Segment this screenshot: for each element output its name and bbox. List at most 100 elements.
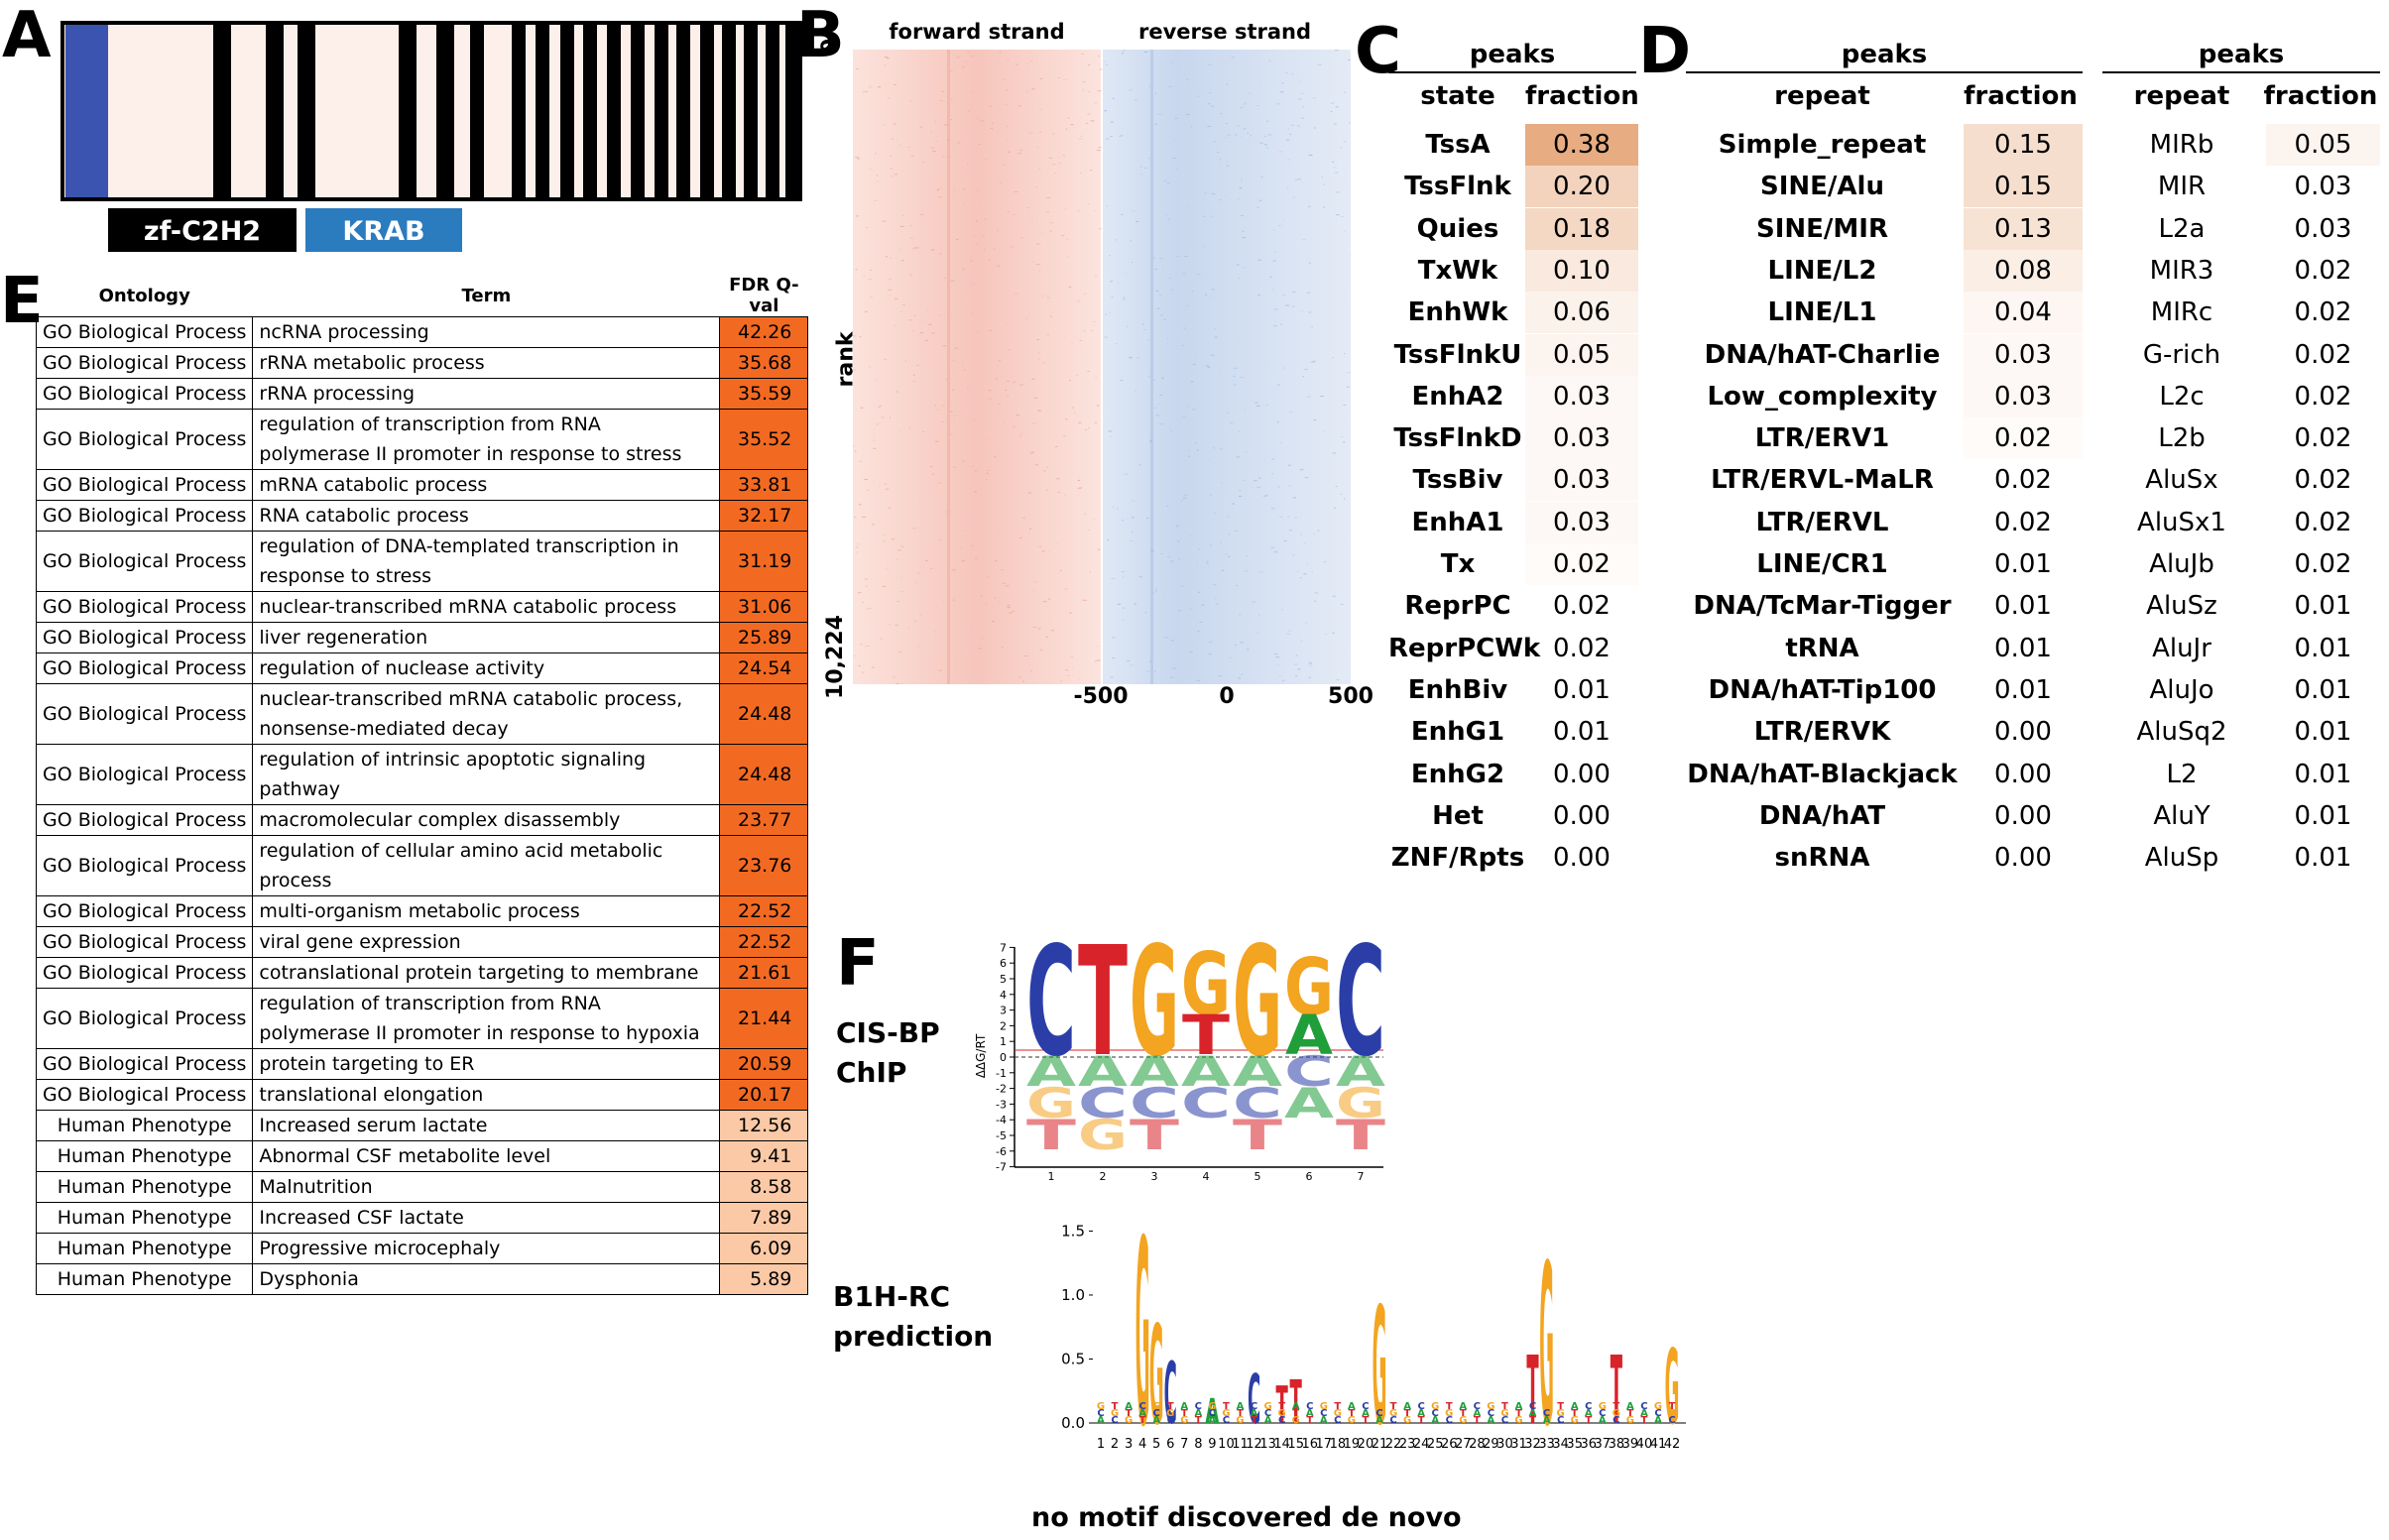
enrichment-row: GO Biological Process liver regeneration 2…: [35, 622, 809, 653]
heatmap-pixel: [1344, 91, 1347, 93]
fdr-cell: 35.59: [719, 378, 809, 410]
heatmap-pixel: [1145, 670, 1150, 672]
logo2-background-letter: T: [1626, 1408, 1633, 1419]
heatmap-pixel: [1188, 449, 1190, 451]
heatmap-pixel: [1275, 656, 1280, 658]
heatmap-pixel: [1098, 55, 1100, 57]
heatmap-pixel: [999, 360, 1001, 362]
heatmap-pixel: [1332, 632, 1335, 634]
logo2-letter: T: [1526, 1338, 1538, 1447]
logo2-background-letter: T: [1557, 1401, 1564, 1412]
logo2-background-letter: C: [1153, 1408, 1160, 1419]
repeat-family-fraction: 0.00: [1994, 759, 2052, 789]
logo2-background-letter: C: [1264, 1408, 1271, 1419]
heatmap-pixel: [986, 472, 990, 474]
heatmap-pixel: [947, 139, 950, 141]
heatmap-pixel: [1343, 141, 1347, 143]
logo1-letter-top: G: [1233, 937, 1282, 1090]
term-cell: Increased serum lactate: [252, 1110, 721, 1141]
fdr-cell: 24.48: [719, 744, 809, 805]
term-cell: Dysphonia: [252, 1263, 721, 1295]
heatmap-pixel: [1287, 159, 1291, 161]
heatmap-pixel: [945, 417, 947, 419]
heatmap-pixel: [901, 260, 904, 262]
panel-label-d: D: [1638, 15, 1692, 88]
heatmap-pixel: [1085, 122, 1088, 124]
chromatin-state-name: EnhG1: [1410, 717, 1505, 748]
logo2-background-letter: G: [1334, 1408, 1342, 1419]
logo2-letter: C: [1164, 1344, 1177, 1444]
forward-peak-stripe: [947, 50, 950, 684]
logo1-y-tick-label: -3: [996, 1098, 1007, 1111]
heatmap-pixel: [939, 253, 942, 255]
heatmap-pixel: [950, 119, 952, 120]
heatmap-pixel: [988, 398, 993, 400]
heatmap-pixel: [884, 56, 889, 58]
logo1-y-tick-label: -7: [996, 1161, 1007, 1174]
heatmap-pixel: [1017, 153, 1021, 154]
logo2-x-tick-label: 31: [1510, 1437, 1527, 1452]
heatmap-pixel: [1039, 131, 1041, 133]
ontology-cell: GO Biological Process: [35, 591, 254, 623]
heatmap-pixel: [977, 118, 979, 119]
heatmap-pixel: [912, 381, 916, 382]
heatmap-pixel: [1273, 308, 1278, 310]
logo2-background-letter: T: [1251, 1415, 1257, 1426]
heatmap-pixel: [908, 319, 913, 321]
heatmap-pixel: [1210, 296, 1212, 297]
heatmap-pixel: [1025, 62, 1029, 64]
repeat-family-name: DNA/hAT-Tip100: [1708, 674, 1937, 705]
term-cell: regulation of transcription from RNA pol…: [252, 988, 721, 1049]
heatmap-pixel: [913, 314, 916, 316]
heatmap-pixel: [937, 409, 939, 411]
heatmap-pixel: [953, 415, 956, 416]
heatmap-pixel: [899, 225, 904, 227]
heatmap-pixel: [1220, 541, 1223, 543]
heatmap-pixel: [1302, 106, 1304, 108]
heatmap-pixel: [1308, 676, 1311, 678]
logo1-letter-bottom: C: [1181, 1079, 1231, 1127]
heatmap-pixel: [1317, 530, 1320, 532]
chromatin-state-name: TssFlnkD: [1393, 423, 1522, 454]
heatmap-pixel: [949, 70, 953, 72]
heatmap-pixel: [1042, 601, 1047, 603]
repeat-name: AluSp: [2144, 843, 2219, 874]
heatmap-pixel: [986, 576, 990, 578]
heatmap-pixel: [1255, 405, 1260, 407]
logo2-background-letter: G: [1097, 1401, 1105, 1412]
heatmap-pixel: [1121, 53, 1125, 55]
heatmap-pixel: [1265, 405, 1268, 406]
term-cell: translational elongation: [252, 1079, 721, 1111]
enrichment-row: Human Phenotype Increased serum lactate 12…: [35, 1110, 809, 1141]
heatmap-pixel: [1037, 358, 1040, 360]
heatmap-texture: [853, 50, 1351, 684]
chromatin-state-name: TxWk: [1417, 255, 1498, 286]
heatmap-pixel: [1254, 480, 1257, 482]
logo1-letter-bottom: A: [1284, 1079, 1335, 1127]
heatmap-pixel: [885, 488, 890, 490]
heatmap-pixel: [854, 517, 857, 518]
heatmap-pixel: [1277, 420, 1279, 422]
heatmap-pixel: [863, 275, 865, 277]
logo2-background-letter: C: [1417, 1401, 1424, 1412]
heatmap-pixel: [1211, 192, 1216, 194]
heatmap-pixel: [1027, 492, 1031, 494]
heatmap-pixel: [1088, 64, 1091, 65]
heatmap-pixel: [922, 162, 924, 164]
heatmap-pixel: [1067, 256, 1070, 258]
enrichment-row: GO Biological Process nuclear-transcribed…: [35, 591, 809, 623]
heatmap-pixel: [890, 156, 892, 158]
repeat-col-repeat: repeat: [2133, 81, 2230, 111]
heatmap-pixel: [1181, 585, 1184, 587]
heatmap-pixel: [930, 131, 932, 133]
heatmap-pixel: [881, 416, 885, 418]
heatmap-pixel: [992, 621, 995, 622]
heatmap-pixel: [1007, 210, 1010, 212]
heatmap-pixel: [1196, 563, 1198, 565]
enrichment-row: GO Biological Process multi-organism meta…: [35, 895, 809, 927]
heatmap-pixel: [961, 460, 966, 462]
logo1-letter-bottom: A: [1078, 1047, 1129, 1096]
b1h-label: B1H-RC prediction: [833, 1277, 993, 1357]
heatmap-pixel: [1038, 545, 1042, 547]
heatmap-pixel: [1236, 456, 1241, 458]
